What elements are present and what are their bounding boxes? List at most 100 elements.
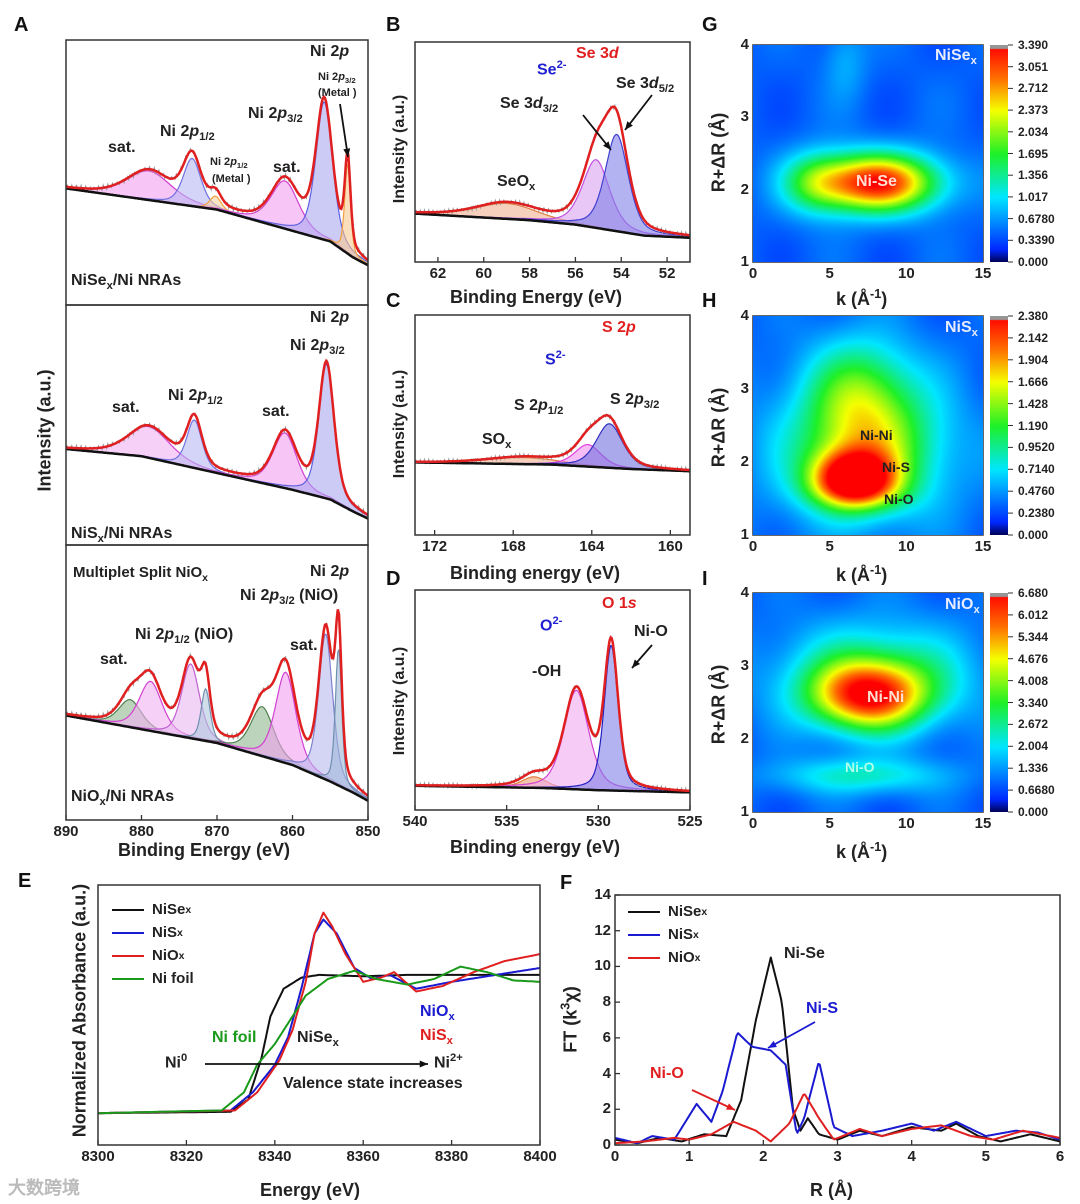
legend-item: NiO x [112,944,194,967]
xps-plot-a3 [65,609,369,802]
series-line-nisex [614,956,1061,1145]
x-tick-label: 4 [907,1148,916,1165]
x-tick-label: 10 [897,815,915,832]
x-axis-title-d: Binding energy (eV) [450,837,621,857]
panel-letter-c: C [386,290,401,312]
legend-item: NiS x [628,923,707,946]
colorbar-tick-label: 1.336 [1018,761,1049,776]
label-sat: sat. [112,399,140,416]
x-tick-label: 880 [128,823,155,840]
colorbar-tick-label: 1.190 [1018,418,1049,433]
x-tick-label: 5 [825,538,834,555]
x-tick-label: 530 [585,813,611,830]
x-tick-label: 60 [475,265,493,282]
legend-f: NiSe x NiS x NiO x [628,900,707,969]
panel-letter-h: H [702,290,717,312]
y-axis-title-e: Normalized Absorbance (a.u.) [69,883,90,1138]
colorbar-tick-label: 0.7140 [1018,462,1055,477]
arrow-se3d52-head [625,121,633,130]
envelope-fit-line [414,635,690,793]
legend-item: NiO x [628,946,707,969]
x-axis-title-b: Binding Energy (eV) [450,287,623,307]
component-fill [66,672,368,801]
panel-letter-d: D [386,568,401,590]
x-tick-label: 164 [579,538,605,555]
label-ni-foil: Ni foil [212,1029,257,1046]
label-sat: sat. [100,651,128,668]
xps-plot-c [414,413,691,474]
label-se3d32: Se 3d3/2 [500,95,559,116]
colorbar-tick-label: 0.2380 [1018,506,1055,521]
y-tick-label: 2 [740,453,749,470]
y-axis-title-c: Intensity (a.u.) [391,369,408,479]
label-niox: NiOx [420,1003,455,1024]
colorbar-tick-label: 0.9520 [1018,440,1055,455]
label-oh: -OH [532,663,562,680]
label-o2: O2- [540,615,563,635]
background-line [65,714,369,802]
label-ni-ni: Ni-Ni [860,427,893,443]
arrow-ni-o-head [726,1103,735,1110]
x-tick-label: 2 [759,1148,768,1165]
x-tick-label: 8360 [346,1148,380,1165]
component-fill [415,690,690,793]
label-ni2p32-nio: Ni 2p3/2 (NiO) [240,587,339,608]
x-tick-label: 15 [974,265,992,282]
plot-frame-e [97,884,541,1146]
legend-e: NiSe x NiS x NiO x Ni foil [112,898,194,990]
colorbar-tick-label: 2.712 [1018,81,1049,96]
legend-swatch [628,910,660,913]
label-s2: S2- [545,349,566,369]
colorbar-tick-label: 1.428 [1018,396,1049,411]
colorbar-tick-label: 0.000 [1018,805,1049,819]
label-ni2p: Ni 2p [310,43,350,60]
label-nisx: NiSx [420,1027,453,1048]
y-tick-label: 10 [594,957,611,975]
colorbar-tick-label: 0.6780 [1018,211,1055,226]
x-axis-title-h: k (Å-1) [836,563,888,585]
envelope-fit-line [65,358,369,516]
colorbar-tick-label: 0.4760 [1018,484,1055,499]
x-tick-label: 0 [610,1148,620,1165]
y-axis-title-a: Intensity (a.u.) [34,369,55,492]
colorbar-tick-label: 2.034 [1018,124,1049,139]
y-tick-label: 2 [602,1100,611,1118]
x-tick-label: 15 [974,815,992,832]
colorbar-tick-label: 2.380 [1018,309,1049,323]
label-ni2p12: Ni 2p1/2 [168,387,223,408]
label-ni-o: Ni-O [650,1065,684,1082]
label-ni-o: Ni-O [884,491,914,507]
label-se3d: Se 3d [576,45,619,62]
x-tick-label: 850 [355,823,381,840]
y-tick-label: 2 [740,730,749,747]
series-line-nisx [614,1032,1061,1145]
y-tick-label: 14 [594,886,611,903]
label-ni2plus: Ni2+ [434,1052,463,1072]
label-ni0: Ni0 [165,1052,188,1072]
label-ni-se: Ni-Se [856,173,897,190]
panel-letter-a: A [14,14,29,36]
sample-label: NiSx/Ni NRAs [71,525,173,546]
label-sat: sat. [108,139,136,156]
label-se3d52: Se 3d5/2 [616,75,675,96]
label-sat: sat. [262,403,290,420]
legend-swatch [112,908,144,911]
label-s2p: S 2p [602,319,636,336]
series-line-niox [614,1093,1061,1145]
arrow-ni-s [767,1021,816,1049]
colorbar-tick-label: 2.373 [1018,103,1049,118]
wavelet-heatmap-g [753,45,983,262]
x-tick-label: 8300 [81,1148,115,1165]
envelope-fit-line [65,609,369,797]
x-axis-title-f: R (Å) [810,1180,853,1200]
label-ni-s: Ni-S [882,459,910,475]
x-tick-label: 160 [657,538,683,555]
x-tick-label: 62 [429,265,447,282]
y-axis-title-g: R+ΔR (Å) [708,112,729,193]
y-tick-label: 4 [602,1064,611,1082]
xps-plot-a1 [65,94,369,267]
colorbar-tick-label: 0.000 [1018,255,1049,269]
component-fill [66,649,368,801]
